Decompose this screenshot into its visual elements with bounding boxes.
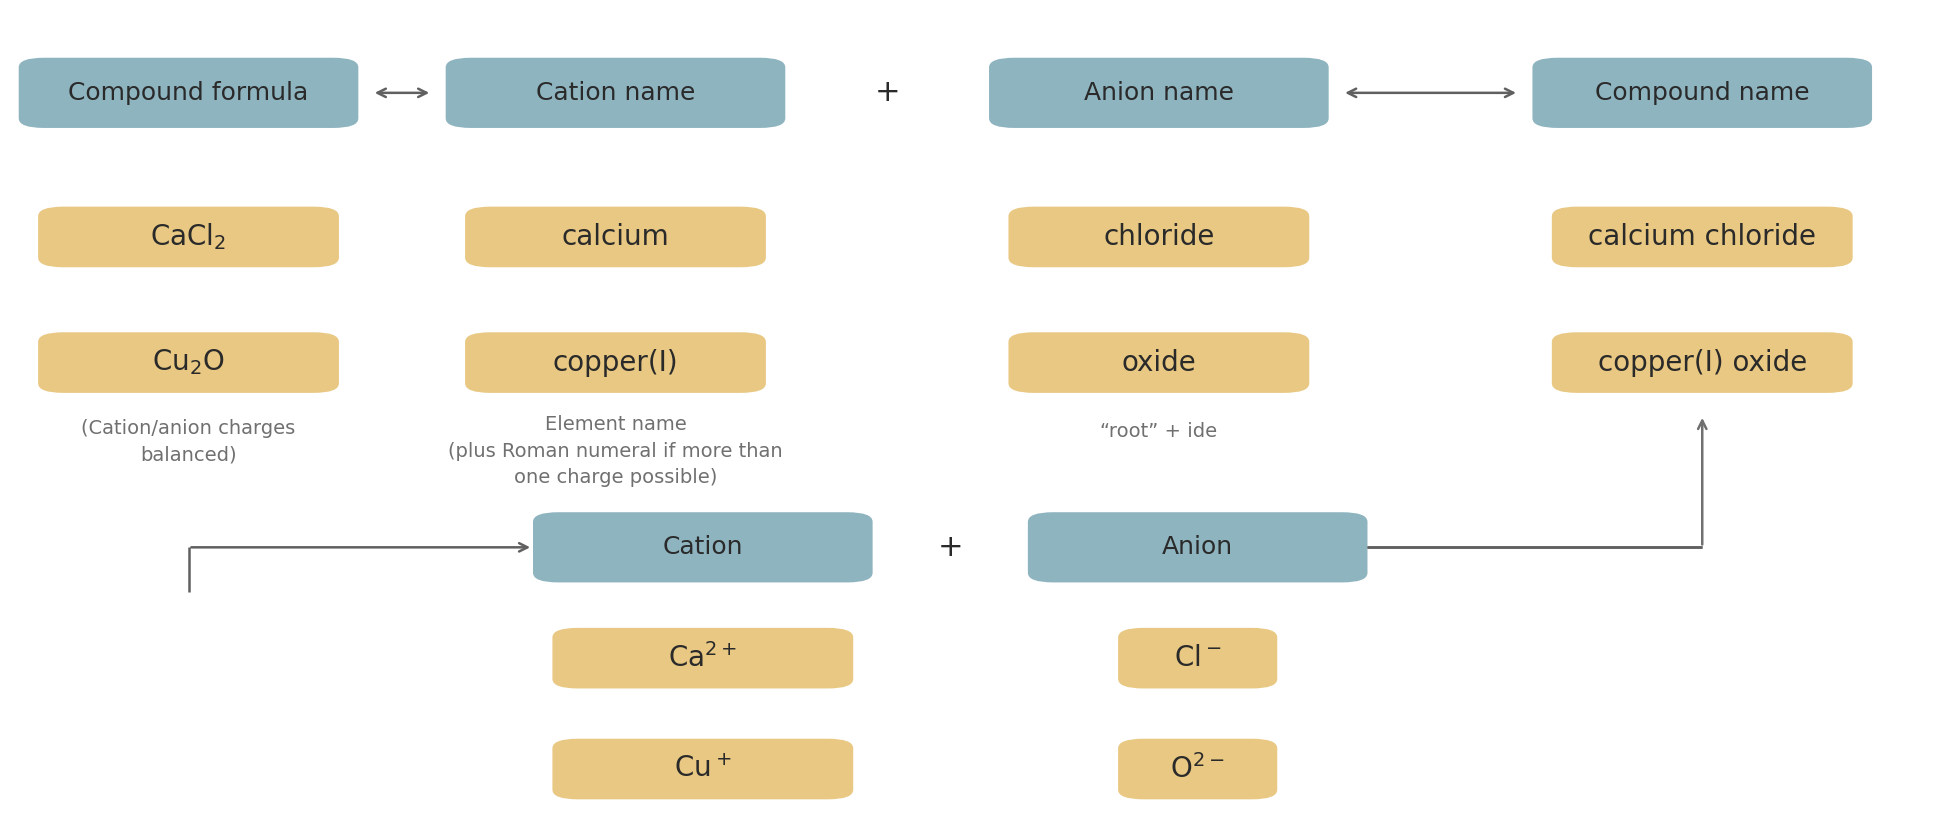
Text: Compound name: Compound name [1593,81,1808,104]
Text: Cation name: Cation name [536,81,695,104]
Text: copper(I) oxide: copper(I) oxide [1597,349,1806,376]
Text: oxide: oxide [1120,349,1196,376]
FancyBboxPatch shape [551,628,853,689]
Text: Cu$^+$: Cu$^+$ [674,755,730,783]
Text: O$^{2-}$: O$^{2-}$ [1171,754,1223,784]
FancyBboxPatch shape [1007,332,1309,393]
FancyBboxPatch shape [1007,206,1309,268]
FancyBboxPatch shape [39,332,339,393]
FancyBboxPatch shape [466,332,766,393]
FancyBboxPatch shape [446,58,785,128]
Text: Cation: Cation [662,535,742,559]
FancyBboxPatch shape [1551,206,1853,268]
Text: (Cation/anion charges
balanced): (Cation/anion charges balanced) [82,419,296,464]
FancyBboxPatch shape [551,739,853,799]
Text: calcium chloride: calcium chloride [1588,223,1816,251]
Text: CaCl$_2$: CaCl$_2$ [150,222,226,252]
Text: Ca$^{2+}$: Ca$^{2+}$ [668,643,736,673]
FancyBboxPatch shape [532,512,873,583]
FancyBboxPatch shape [39,206,339,268]
Text: chloride: chloride [1103,223,1214,251]
FancyBboxPatch shape [1118,739,1276,799]
FancyBboxPatch shape [1531,58,1872,128]
FancyBboxPatch shape [19,58,358,128]
FancyBboxPatch shape [466,206,766,268]
FancyBboxPatch shape [1118,628,1276,689]
Text: copper(I): copper(I) [553,349,678,376]
Text: calcium: calcium [561,223,668,251]
FancyBboxPatch shape [1027,512,1367,583]
Text: Compound formula: Compound formula [68,81,308,104]
Text: Anion: Anion [1161,535,1233,559]
Text: Cu$_2$O: Cu$_2$O [152,348,224,378]
Text: Element name
(plus Roman numeral if more than
one charge possible): Element name (plus Roman numeral if more… [448,415,783,487]
Text: “root” + ide: “root” + ide [1101,422,1218,441]
Text: +: + [875,79,900,107]
FancyBboxPatch shape [1551,332,1853,393]
Text: Cl$^-$: Cl$^-$ [1173,645,1221,672]
Text: Anion name: Anion name [1083,81,1233,104]
FancyBboxPatch shape [988,58,1329,128]
Text: +: + [937,533,962,562]
